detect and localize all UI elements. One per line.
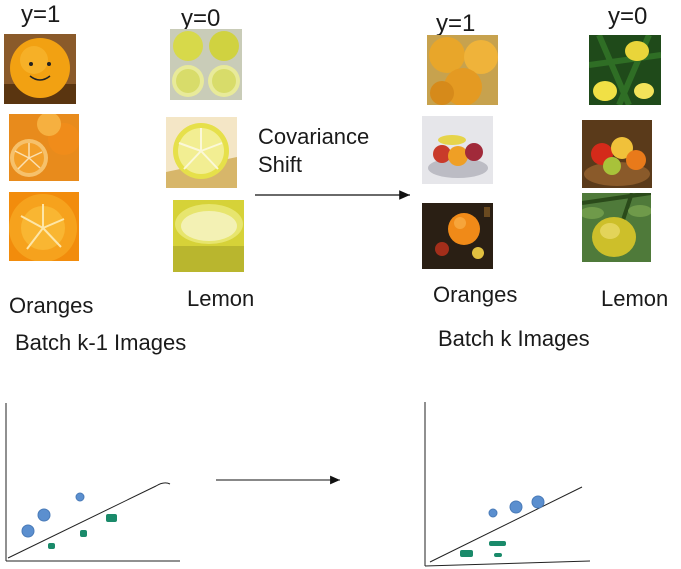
lemon-slice-photo xyxy=(166,117,237,188)
lemon-point xyxy=(106,514,117,522)
lemon-point xyxy=(80,530,87,537)
lemon-halves-photo xyxy=(170,29,242,100)
orange-slices-photo xyxy=(9,114,79,181)
lemon-point xyxy=(48,543,55,549)
orange-dark-photo xyxy=(422,203,493,269)
lemon-point xyxy=(489,541,506,546)
right-y1-label: y=1 xyxy=(436,10,476,37)
shift-label-line2: Shift xyxy=(258,152,303,177)
lemon-cut-photo xyxy=(173,200,244,272)
left-oranges-label: Oranges xyxy=(9,293,94,318)
shift-label-line1: Covariance xyxy=(258,124,370,149)
right-oranges-label: Oranges xyxy=(433,282,518,307)
left-batch-title: Batch k-1 Images xyxy=(15,330,187,355)
right-decision-boundary xyxy=(429,486,583,563)
left-y0-label: y=0 xyxy=(181,5,221,32)
lemon-tree-photo xyxy=(589,35,661,105)
left-scatter-plot xyxy=(5,403,180,562)
oranges-pile-photo xyxy=(427,35,498,105)
right-scatter-plot xyxy=(424,402,591,567)
orange-point xyxy=(37,508,51,522)
lemon-on-branch-photo xyxy=(582,193,651,262)
lemon-point xyxy=(494,553,502,557)
orange-point xyxy=(509,500,523,514)
orange-point xyxy=(488,508,498,518)
orange-point xyxy=(75,492,85,502)
right-y0-label: y=0 xyxy=(608,3,648,30)
left-y1-label: y=1 xyxy=(21,1,61,28)
lemon-point xyxy=(460,550,473,557)
left-lemon-label: Lemon xyxy=(187,286,255,311)
fruit-basket-photo xyxy=(582,120,652,188)
fruit-bowl-photo xyxy=(422,116,493,184)
orange-closeup-photo xyxy=(9,192,79,261)
orange-smiley-photo xyxy=(4,34,76,104)
orange-point xyxy=(531,495,545,509)
right-lemon-label: Lemon xyxy=(601,286,669,311)
orange-point xyxy=(21,524,35,538)
left-decision-boundary xyxy=(7,482,171,559)
right-batch-title: Batch k Images xyxy=(438,326,590,351)
